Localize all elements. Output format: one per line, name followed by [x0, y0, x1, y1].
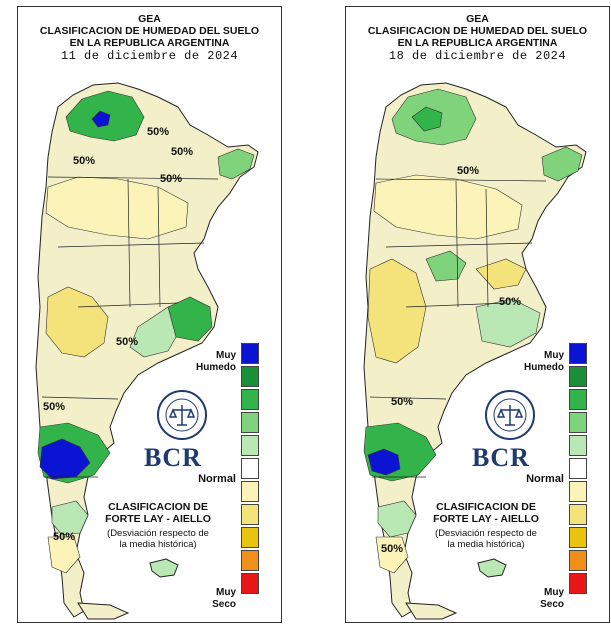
legend-swatch: [241, 458, 259, 479]
legend-swatch: [241, 366, 259, 387]
legend-mid-label: Normal: [526, 473, 564, 485]
legend-swatch: [241, 573, 259, 594]
legend-swatch: [569, 412, 587, 433]
legend-swatch: [569, 435, 587, 456]
map-panel-left: GEA CLASIFICACION DE HUMEDAD DEL SUELO E…: [17, 6, 282, 623]
scales-icon: [168, 405, 196, 426]
legend-bottom-label: Muy Seco: [540, 587, 564, 610]
contour-label: 50%: [53, 531, 75, 543]
malvinas-islands: [149, 558, 179, 578]
method-note: (Desviación respecto de la media históri…: [107, 528, 209, 550]
map-title-line2: EN LA REPUBLICA ARGENTINA: [69, 37, 230, 49]
boundary-lines: [41, 176, 219, 478]
legend-swatch: [241, 412, 259, 433]
zone-very-humid-nw-core: [91, 110, 111, 128]
map-title-line1: CLASIFICACION DE HUMEDAD DEL SUELO: [39, 25, 260, 37]
zone-dry-south: [375, 536, 409, 574]
bcr-logo-text: BCR: [472, 443, 530, 472]
legend-swatch: [241, 504, 259, 525]
zone-dry-center-north: [373, 174, 523, 240]
legend-swatch: [241, 435, 259, 456]
map-date: 11 de diciembre de 2024: [60, 49, 239, 63]
contour-label: 50%: [73, 155, 95, 167]
bcr-logo-text: BCR: [144, 443, 202, 472]
contour-label: 50%: [391, 396, 413, 408]
legend-color-bar: [569, 343, 587, 596]
legend-top-label: Muy Humedo: [196, 350, 236, 373]
tierra-del-fuego: [77, 602, 130, 620]
zone-very-humid-patagonia: [367, 448, 401, 476]
map-title-line1: CLASIFICACION DE HUMEDAD DEL SUELO: [367, 25, 588, 37]
legend-swatch: [569, 389, 587, 410]
legend-bottom-label: Muy Seco: [212, 587, 236, 610]
legend-swatch: [569, 343, 587, 364]
zone-dry-central: [45, 286, 109, 358]
method-note: (Desviación respecto de la media históri…: [435, 528, 537, 550]
argentina-moisture-map: 50% 50% 50% 50% 50% 50% 50%: [35, 82, 259, 620]
zone-humid-center: [425, 250, 467, 282]
zone-dry-center-north: [45, 176, 189, 240]
zone-dry-buenos-aires: [475, 258, 527, 290]
contour-label: 50%: [457, 165, 479, 177]
zone-humid-northeast: [541, 146, 583, 182]
legend-swatch: [569, 573, 587, 594]
map-panel-right: GEA CLASIFICACION DE HUMEDAD DEL SUELO E…: [345, 6, 610, 623]
legend-swatch: [241, 527, 259, 548]
contour-label: 50%: [160, 173, 182, 185]
tierra-del-fuego: [405, 602, 458, 620]
legend-swatch: [569, 458, 587, 479]
legend-mid-label: Normal: [198, 473, 236, 485]
contour-label: 50%: [171, 146, 193, 158]
zone-light-humid-south: [377, 500, 417, 538]
zone-light-humid-pampa: [475, 298, 541, 348]
legend-swatch: [241, 343, 259, 364]
bcr-seal-logo: [485, 390, 535, 440]
contour-label: 50%: [116, 336, 138, 348]
contour-label: 50%: [381, 543, 403, 555]
map-date: 18 de diciembre de 2024: [388, 49, 567, 63]
bcr-seal-logo: [157, 390, 207, 440]
zone-dry-central: [367, 258, 427, 364]
zone-strong-humid-nw-core: [411, 106, 443, 132]
contour-label: 50%: [43, 401, 65, 413]
legend-swatch: [241, 389, 259, 410]
scales-icon: [496, 405, 524, 426]
zone-dry-south: [47, 536, 81, 574]
method-title: CLASIFICACION DE FORTE LAY - AIELLO: [105, 501, 211, 525]
legend-swatch: [569, 366, 587, 387]
malvinas-islands: [477, 558, 507, 578]
legend-color-bar: [241, 343, 259, 596]
legend-swatch: [569, 550, 587, 571]
legend-top-label: Muy Humedo: [524, 350, 564, 373]
zone-very-humid-patagonia: [39, 438, 91, 480]
argentina-moisture-map: 50% 50% 50% 50%: [363, 82, 587, 620]
zone-light-humid-pampa: [129, 306, 177, 358]
method-title: CLASIFICACION DE FORTE LAY - AIELLO: [433, 501, 539, 525]
legend-swatch: [569, 504, 587, 525]
contour-label: 50%: [499, 296, 521, 308]
org-label: GEA: [466, 13, 489, 25]
legend-swatch: [569, 481, 587, 502]
org-label: GEA: [138, 13, 161, 25]
boundary-lines: [369, 178, 547, 478]
zone-humid-northeast: [217, 148, 255, 180]
zone-light-humid-south: [51, 500, 89, 536]
legend-swatch: [241, 550, 259, 571]
map-title-line2: EN LA REPUBLICA ARGENTINA: [397, 37, 558, 49]
legend-swatch: [569, 527, 587, 548]
legend-swatch: [241, 481, 259, 502]
contour-label: 50%: [147, 126, 169, 138]
